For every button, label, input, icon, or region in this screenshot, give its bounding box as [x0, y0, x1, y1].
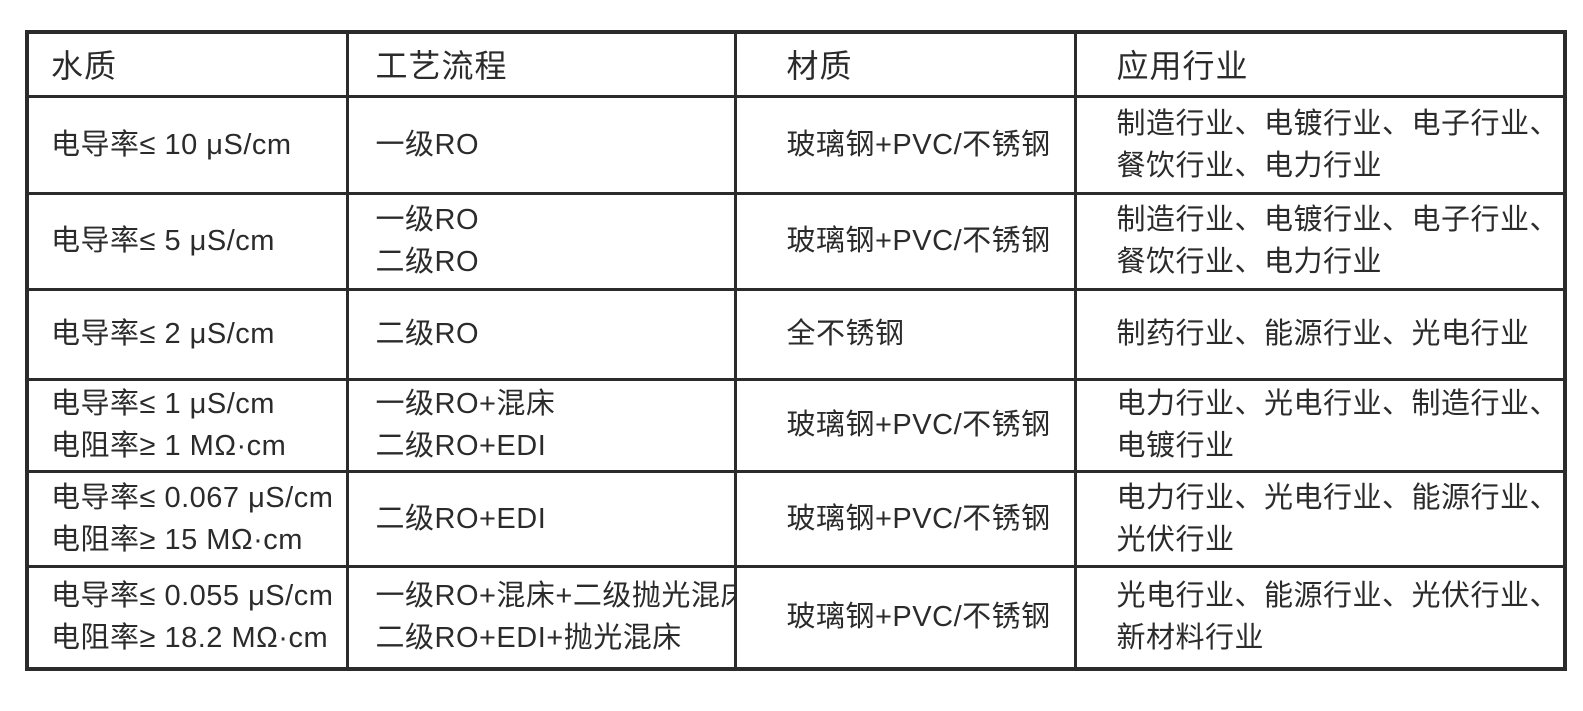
cell-line: 一级RO [375, 204, 480, 236]
cell-material: 全不锈钢 [733, 287, 1077, 381]
cell-material: 玻璃钢+PVC/不锈钢 [733, 469, 1077, 568]
cell-line: 电导率≤ 0.067 μS/cm [51, 481, 334, 514]
cell-process: 一级RO+混床+二级抛光混床 二级RO+EDI+抛光混床 [345, 564, 737, 671]
cell-water_quality: 电导率≤ 0.067 μS/cm 电阻率≥ 15 MΩ·cm [25, 469, 349, 568]
cell-line: 二级RO+EDI [375, 502, 547, 535]
cell-line: 玻璃钢+PVC/不锈钢 [786, 128, 1051, 161]
cell-water_quality: 电导率≤ 1 μS/cm 电阻率≥ 1 MΩ·cm [25, 377, 349, 473]
column-header-water_quality: 水质 [25, 30, 349, 98]
cell-line: 光电行业、能源行业、光伏行业、 [1116, 580, 1560, 613]
cell-line: 制药行业、能源行业、光电行业 [1116, 318, 1530, 350]
table-head: 水质 工艺流程 材质 应用行业 [25, 30, 1567, 98]
cell-industries: 制药行业、能源行业、光电行业 [1073, 287, 1567, 381]
cell-industries: 电力行业、光电行业、能源行业、 光伏行业 [1073, 469, 1567, 568]
table-row: 电导率≤ 5 μS/cm 一级RO 二级RO 玻璃钢+PVC/不锈钢 制造行业、电镀行业… [25, 191, 1567, 291]
cell-water_quality: 电导率≤ 5 μS/cm [25, 191, 349, 291]
cell-line: 电阻率≥ 18.2 MΩ·cm [51, 622, 329, 655]
cell-process: 一级RO [345, 94, 737, 195]
cell-industries: 制造行业、电镀行业、电子行业、 餐饮行业、电力行业 [1073, 191, 1567, 291]
cell-process: 一级RO+混床 二级RO+EDI [345, 377, 737, 473]
cell-process: 一级RO 二级RO [345, 191, 737, 291]
cell-water_quality: 电导率≤ 2 μS/cm [25, 287, 349, 381]
cell-material: 玻璃钢+PVC/不锈钢 [733, 191, 1077, 291]
cell-line: 二级RO [375, 246, 480, 278]
cell-line: 电阻率≥ 1 MΩ·cm [51, 430, 287, 462]
cell-line: 电导率≤ 5 μS/cm [51, 225, 275, 257]
cell-water_quality: 电导率≤ 10 μS/cm [25, 94, 349, 195]
cell-material: 玻璃钢+PVC/不锈钢 [733, 94, 1077, 195]
table-body: 电导率≤ 10 μS/cm 一级RO 玻璃钢+PVC/不锈钢 制造行业、电镀行业、电子… [25, 94, 1567, 671]
cell-line: 一级RO+混床 [375, 388, 556, 420]
cell-line: 电导率≤ 10 μS/cm [51, 128, 292, 161]
cell-line: 制造行业、电镀行业、电子行业、 [1116, 204, 1560, 236]
cell-line: 电导率≤ 0.055 μS/cm [51, 580, 334, 613]
cell-line: 全不锈钢 [786, 318, 905, 350]
table-row: 电导率≤ 0.055 μS/cm 电阻率≥ 18.2 MΩ·cm 一级RO+混床+二… [25, 564, 1567, 671]
column-header-process: 工艺流程 [345, 30, 737, 98]
cell-line: 二级RO+EDI [375, 430, 547, 462]
cell-material: 玻璃钢+PVC/不锈钢 [733, 377, 1077, 473]
cell-line: 玻璃钢+PVC/不锈钢 [786, 409, 1051, 441]
cell-line: 玻璃钢+PVC/不锈钢 [786, 225, 1051, 257]
cell-line: 玻璃钢+PVC/不锈钢 [786, 601, 1051, 634]
cell-line: 玻璃钢+PVC/不锈钢 [786, 502, 1051, 535]
cell-line: 新材料行业 [1116, 622, 1265, 655]
cell-line: 一级RO [375, 128, 480, 161]
column-header-industries: 应用行业 [1073, 30, 1567, 98]
cell-process: 二级RO [345, 287, 737, 381]
cell-line: 电阻率≥ 15 MΩ·cm [51, 523, 303, 556]
table-row: 电导率≤ 10 μS/cm 一级RO 玻璃钢+PVC/不锈钢 制造行业、电镀行业、电子… [25, 94, 1567, 195]
cell-industries: 光电行业、能源行业、光伏行业、 新材料行业 [1073, 564, 1567, 671]
water-spec-table: 水质 工艺流程 材质 应用行业 电导率≤ 10 μS/cm 一级RO 玻璃钢+PVC/不锈… [25, 30, 1567, 671]
cell-line: 电镀行业 [1116, 430, 1235, 462]
cell-line: 光伏行业 [1116, 523, 1235, 556]
cell-line: 一级RO+混床+二级抛光混床 [375, 580, 735, 613]
cell-process: 二级RO+EDI [345, 469, 737, 568]
column-header-material: 材质 [733, 30, 1077, 98]
cell-industries: 制造行业、电镀行业、电子行业、 餐饮行业、电力行业 [1073, 94, 1567, 195]
cell-line: 制造行业、电镀行业、电子行业、 [1116, 107, 1560, 140]
cell-industries: 电力行业、光电行业、制造行业、 电镀行业 [1073, 377, 1567, 473]
table-row: 电导率≤ 2 μS/cm 二级RO 全不锈钢 制药行业、能源行业、光电行业 [25, 287, 1567, 381]
cell-line: 电力行业、光电行业、能源行业、 [1116, 481, 1560, 514]
cell-line: 餐饮行业、电力行业 [1116, 149, 1383, 182]
cell-line: 电导率≤ 1 μS/cm [51, 388, 275, 420]
table-row: 电导率≤ 1 μS/cm 电阻率≥ 1 MΩ·cm 一级RO+混床 二级RO+EDI 玻… [25, 377, 1567, 473]
cell-line: 电力行业、光电行业、制造行业、 [1116, 388, 1560, 420]
cell-material: 玻璃钢+PVC/不锈钢 [733, 564, 1077, 671]
cell-line: 二级RO+EDI+抛光混床 [375, 622, 682, 655]
cell-line: 二级RO [375, 318, 480, 350]
cell-water_quality: 电导率≤ 0.055 μS/cm 电阻率≥ 18.2 MΩ·cm [25, 564, 349, 671]
table-row: 电导率≤ 0.067 μS/cm 电阻率≥ 15 MΩ·cm 二级RO+EDI 玻璃钢… [25, 469, 1567, 568]
header-row: 水质 工艺流程 材质 应用行业 [25, 30, 1567, 98]
cell-line: 餐饮行业、电力行业 [1116, 246, 1383, 278]
cell-line: 电导率≤ 2 μS/cm [51, 318, 275, 350]
